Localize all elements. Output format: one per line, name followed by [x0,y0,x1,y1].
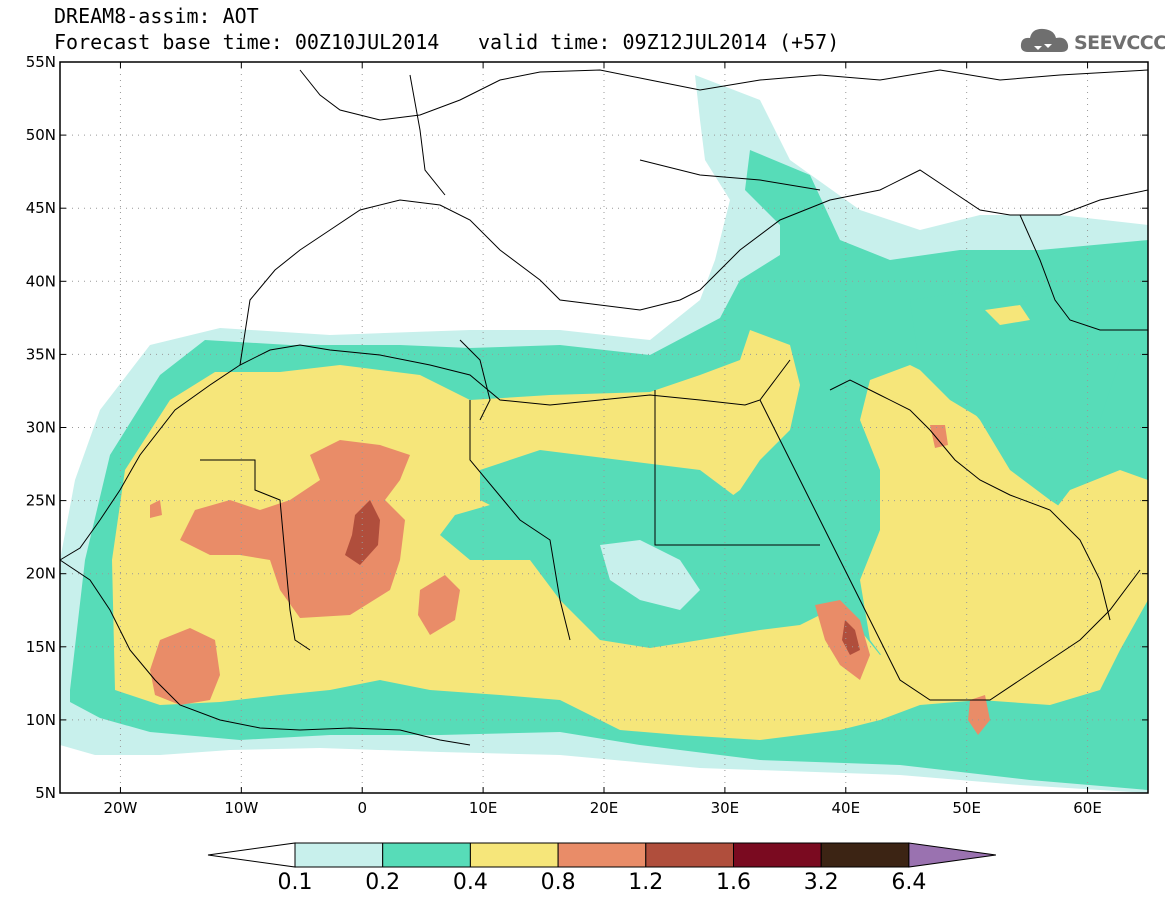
axis-ticks [60,61,1148,794]
colorbar-extend-high [908,842,996,868]
aot-contour-1.2 [345,500,380,565]
colorbar-segment [733,842,822,868]
colorbar-segment [557,842,647,868]
forecast-base-time: Forecast base time: 00Z10JUL2014 [54,30,440,54]
colorbar-segment [645,842,734,868]
lat-label: 10N [26,711,56,729]
colorbar-level-label: 0.8 [540,870,576,895]
lon-label: 50E [952,799,981,817]
colorbar-level-label: 0.1 [277,870,313,895]
map-grid [60,62,1148,793]
lon-label: 20W [103,799,137,817]
colorbar-level-label: 0.4 [452,870,488,895]
lat-label: 35N [26,345,56,363]
lat-label: 40N [26,272,56,290]
lat-label: 30N [26,419,56,437]
seevccc-logo: SEEVCCC [1018,24,1165,58]
valid-time: valid time: 09Z12JUL2014 (+57) [478,30,840,54]
cloud-icon [1020,28,1069,52]
lat-label: 50N [26,126,56,144]
axis-labels: 55N 50N 45N 40N 35N 30N 25N 20N 15N 10N 5N 20W 10W 0 1… [26,53,1102,817]
lon-label: 0 [357,799,367,817]
colorbar [207,842,996,868]
lon-label: 10W [224,799,258,817]
colorbar-extend-low [207,842,296,868]
lat-label: 5N [35,784,56,802]
lat-label: 25N [26,492,56,510]
colorbar-level-label: 0.2 [365,870,401,895]
colorbar-segment [382,842,471,868]
aot-contour-0.4 [112,330,1148,740]
colorbar-segment [469,842,559,868]
lat-label: 15N [26,638,56,656]
lat-label: 55N [26,53,56,71]
lon-label: 40E [831,799,860,817]
lon-label: 20E [590,799,619,817]
lon-label: 30E [711,799,740,817]
lat-label: 20N [26,565,56,583]
colorbar-level-label: 6.4 [891,870,927,895]
coastlines [59,69,1149,746]
lon-label: 60E [1073,799,1102,817]
colorbar-segment [820,842,910,868]
logo-text: SEEVCCC [1074,32,1165,54]
colorbar-level-label: 3.2 [803,870,839,895]
lon-label: 10E [469,799,498,817]
map-title: DREAM8-assim: AOT [54,4,259,28]
lat-label: 45N [26,199,56,217]
colorbar-level-label: 1.2 [628,870,664,895]
colorbar-level-label: 1.6 [716,870,751,895]
aot-contour-0.8 [180,440,410,618]
colorbar-segment [294,842,384,868]
